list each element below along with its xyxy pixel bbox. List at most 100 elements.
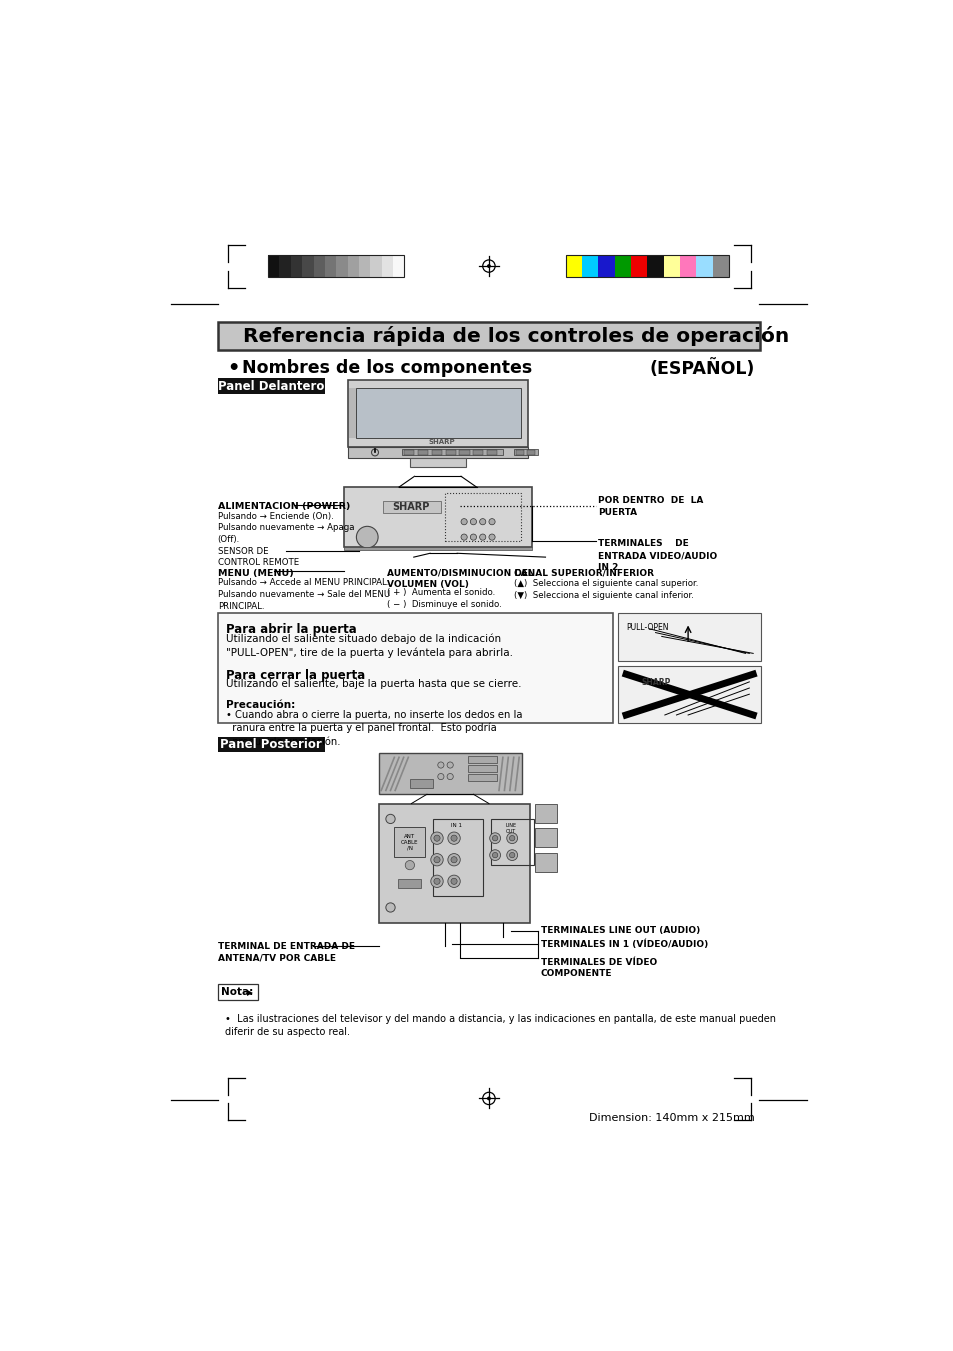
Bar [618,666,760,723]
Bar [349,388,355,438]
Bar [618,613,760,661]
Text: Dimension: 140mm x 215mm: Dimension: 140mm x 215mm [588,1113,754,1123]
Bar [378,754,521,794]
Text: Utilizando el saliente, baje la puerta hasta que se cierre.: Utilizando el saliente, baje la puerta h… [226,678,521,689]
Bar [679,255,696,277]
Circle shape [451,857,456,863]
Bar [344,547,532,550]
Bar [444,493,520,540]
Circle shape [447,762,453,769]
Bar [473,450,483,455]
Text: POR DENTRO  DE  LA
PUERTA: POR DENTRO DE LA PUERTA [598,496,702,516]
Text: ( + )  Aumenta el sonido.
( − )  Disminuye el sonido.: ( + ) Aumenta el sonido. ( − ) Disminuye… [386,588,501,609]
Bar [410,458,466,467]
Circle shape [385,902,395,912]
Text: TERMINALES    DE
ENTRADA VIDEO/AUDIO
IN 2: TERMINALES DE ENTRADA VIDEO/AUDIO IN 2 [598,539,717,571]
Circle shape [460,534,467,540]
Circle shape [486,265,491,267]
Bar [217,985,257,1000]
Circle shape [447,875,459,888]
Bar [516,450,523,455]
Circle shape [509,835,515,840]
Circle shape [385,815,395,824]
Bar [431,450,441,455]
Text: SHARP: SHARP [428,439,455,444]
Text: PULL-OPEN: PULL-OPEN [625,623,668,631]
Text: Precaución:: Precaución: [226,700,295,709]
Circle shape [431,875,443,888]
Bar [535,852,557,871]
Bar [445,450,456,455]
Bar [403,450,414,455]
Text: Referencia rápida de los controles de operación: Referencia rápida de los controles de op… [229,326,788,346]
Bar [335,255,347,277]
Bar [217,613,612,723]
Text: IN 1: IN 1 [451,823,461,828]
Circle shape [356,527,377,549]
Bar [378,804,530,923]
Circle shape [506,832,517,843]
Bar [402,450,502,455]
Text: ▶: ▶ [247,988,253,997]
Circle shape [492,852,497,858]
Text: (ESPAÑOL): (ESPAÑOL) [649,359,754,378]
Circle shape [447,774,453,780]
Circle shape [434,857,439,863]
Text: ALIMENTACION (POWER): ALIMENTACION (POWER) [217,503,350,512]
Circle shape [437,762,443,769]
Circle shape [437,774,443,780]
Bar [468,765,497,771]
Circle shape [470,519,476,524]
Bar [433,819,483,896]
Text: • Cuando abra o cierre la puerta, no inserte los dedos en la
  ranura entre la p: • Cuando abra o cierre la puerta, no ins… [226,709,522,747]
Bar [382,501,440,513]
Bar [491,819,534,865]
Text: SHARP: SHARP [393,503,430,512]
Circle shape [447,832,459,844]
Bar [581,255,598,277]
Bar [647,255,663,277]
Circle shape [434,835,439,842]
Text: SHARP: SHARP [641,678,670,688]
Bar [314,255,325,277]
Circle shape [447,854,459,866]
Text: •: • [228,359,240,378]
Text: MENU (MENU): MENU (MENU) [217,569,294,578]
Circle shape [492,835,497,840]
Text: Para cerrar la puerta: Para cerrar la puerta [226,669,365,682]
Bar [565,255,728,277]
Text: Panel Posterior: Panel Posterior [220,738,322,751]
Bar [410,780,433,788]
Circle shape [509,852,515,858]
Text: Nota:: Nota: [220,988,253,997]
Text: ANT
CABLE
/N: ANT CABLE /N [400,834,418,850]
Bar [487,450,497,455]
Bar [325,255,335,277]
Circle shape [486,1097,491,1100]
Circle shape [489,850,500,861]
Text: TERMINALES DE VÍDEO
COMPONENTE: TERMINALES DE VÍDEO COMPONENTE [540,958,657,978]
Bar [393,255,404,277]
Circle shape [451,878,456,885]
Bar [712,255,728,277]
Circle shape [479,519,485,524]
Bar [417,450,427,455]
Text: (▲)  Selecciona el siguiente canal superior.
(▼)  Selecciona el siguiente canal : (▲) Selecciona el siguiente canal superi… [514,578,699,600]
Text: Para abrir la puerta: Para abrir la puerta [226,623,356,636]
Bar [468,774,497,781]
Text: LINE
OUT: LINE OUT [504,823,516,834]
Text: Pulsando → Enciende (On).
Pulsando nuevamente → Apaga
(Off).: Pulsando → Enciende (On). Pulsando nueva… [217,512,354,544]
Text: TERMINALES IN 1 (VÍDEO/AUDIO): TERMINALES IN 1 (VÍDEO/AUDIO) [540,940,707,950]
Bar [663,255,679,277]
Text: SENSOR DE
CONTROL REMOTE: SENSOR DE CONTROL REMOTE [217,547,298,567]
Circle shape [405,861,415,870]
Bar [535,804,557,823]
Bar [268,255,404,277]
Bar [614,255,630,277]
Text: Pulsando → Accede al MENU PRINCIPAL.
Pulsando nuevamente → Sale del MENU
PRINCIP: Pulsando → Accede al MENU PRINCIPAL. Pul… [217,578,390,611]
Bar [598,255,614,277]
Bar [344,488,532,547]
Circle shape [451,835,456,842]
Circle shape [479,534,485,540]
Bar [217,736,324,753]
